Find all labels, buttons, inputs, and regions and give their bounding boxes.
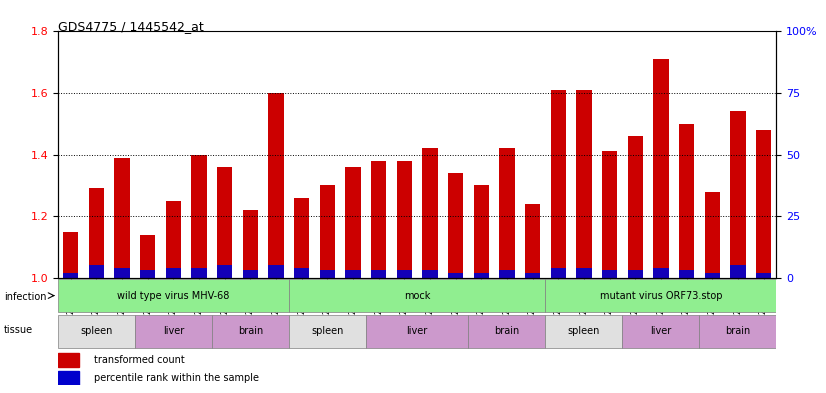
Bar	[63, 273, 78, 278]
FancyBboxPatch shape	[211, 315, 289, 347]
FancyBboxPatch shape	[289, 315, 366, 347]
Bar	[88, 265, 104, 278]
Bar	[473, 273, 489, 278]
FancyBboxPatch shape	[135, 315, 211, 347]
Bar	[371, 270, 387, 278]
Bar	[114, 268, 130, 278]
FancyBboxPatch shape	[623, 315, 700, 347]
Text: tissue: tissue	[4, 325, 33, 335]
Bar	[577, 268, 591, 278]
Bar	[653, 59, 669, 278]
Bar	[140, 235, 155, 278]
FancyBboxPatch shape	[289, 279, 545, 312]
Bar	[217, 265, 232, 278]
Bar	[628, 270, 643, 278]
Text: brain: brain	[238, 327, 263, 336]
Bar	[577, 90, 591, 278]
Bar	[705, 191, 720, 278]
Bar	[114, 158, 130, 278]
Text: mutant virus ORF73.stop: mutant virus ORF73.stop	[600, 290, 722, 301]
Text: liver: liver	[163, 327, 184, 336]
Bar	[294, 198, 309, 278]
Bar	[371, 161, 387, 278]
Bar	[268, 265, 283, 278]
Bar	[756, 273, 771, 278]
FancyBboxPatch shape	[58, 315, 135, 347]
Bar	[653, 268, 669, 278]
Bar	[320, 185, 335, 278]
Bar	[422, 270, 438, 278]
Bar	[192, 154, 206, 278]
Bar	[551, 90, 566, 278]
Text: mock: mock	[404, 290, 430, 301]
Bar	[268, 93, 283, 278]
Text: brain: brain	[725, 327, 751, 336]
Bar	[422, 149, 438, 278]
Bar	[756, 130, 771, 278]
Bar	[217, 167, 232, 278]
Text: wild type virus MHV-68: wild type virus MHV-68	[117, 290, 230, 301]
Text: liver: liver	[406, 327, 428, 336]
Bar	[58, 371, 79, 385]
Text: liver: liver	[650, 327, 672, 336]
Text: GDS4775 / 1445542_at: GDS4775 / 1445542_at	[58, 20, 203, 33]
Bar	[396, 270, 412, 278]
FancyBboxPatch shape	[545, 279, 776, 312]
Bar	[345, 167, 361, 278]
Bar	[345, 270, 361, 278]
FancyBboxPatch shape	[700, 315, 776, 347]
Bar	[320, 270, 335, 278]
Text: percentile rank within the sample: percentile rank within the sample	[94, 373, 259, 383]
Bar	[679, 124, 695, 278]
Bar	[58, 353, 79, 367]
Bar	[602, 270, 617, 278]
Bar	[88, 188, 104, 278]
Bar	[730, 265, 746, 278]
Text: spleen: spleen	[567, 327, 601, 336]
Bar	[140, 270, 155, 278]
Bar	[602, 151, 617, 278]
Bar	[499, 149, 515, 278]
Bar	[525, 273, 540, 278]
Bar	[499, 270, 515, 278]
Bar	[705, 273, 720, 278]
Bar	[679, 270, 695, 278]
Bar	[473, 185, 489, 278]
Bar	[243, 270, 258, 278]
Bar	[525, 204, 540, 278]
Text: transformed count: transformed count	[94, 355, 184, 365]
Text: infection: infection	[4, 292, 46, 302]
FancyBboxPatch shape	[545, 315, 623, 347]
Text: brain: brain	[494, 327, 520, 336]
Bar	[192, 268, 206, 278]
Bar	[396, 161, 412, 278]
Bar	[551, 268, 566, 278]
Bar	[628, 136, 643, 278]
Bar	[165, 268, 181, 278]
Bar	[448, 173, 463, 278]
Bar	[448, 273, 463, 278]
Bar	[243, 210, 258, 278]
FancyBboxPatch shape	[366, 315, 468, 347]
FancyBboxPatch shape	[58, 279, 289, 312]
Text: spleen: spleen	[311, 327, 344, 336]
Text: spleen: spleen	[80, 327, 112, 336]
Bar	[730, 112, 746, 278]
Bar	[63, 231, 78, 278]
FancyBboxPatch shape	[468, 315, 545, 347]
Bar	[294, 268, 309, 278]
Bar	[165, 201, 181, 278]
